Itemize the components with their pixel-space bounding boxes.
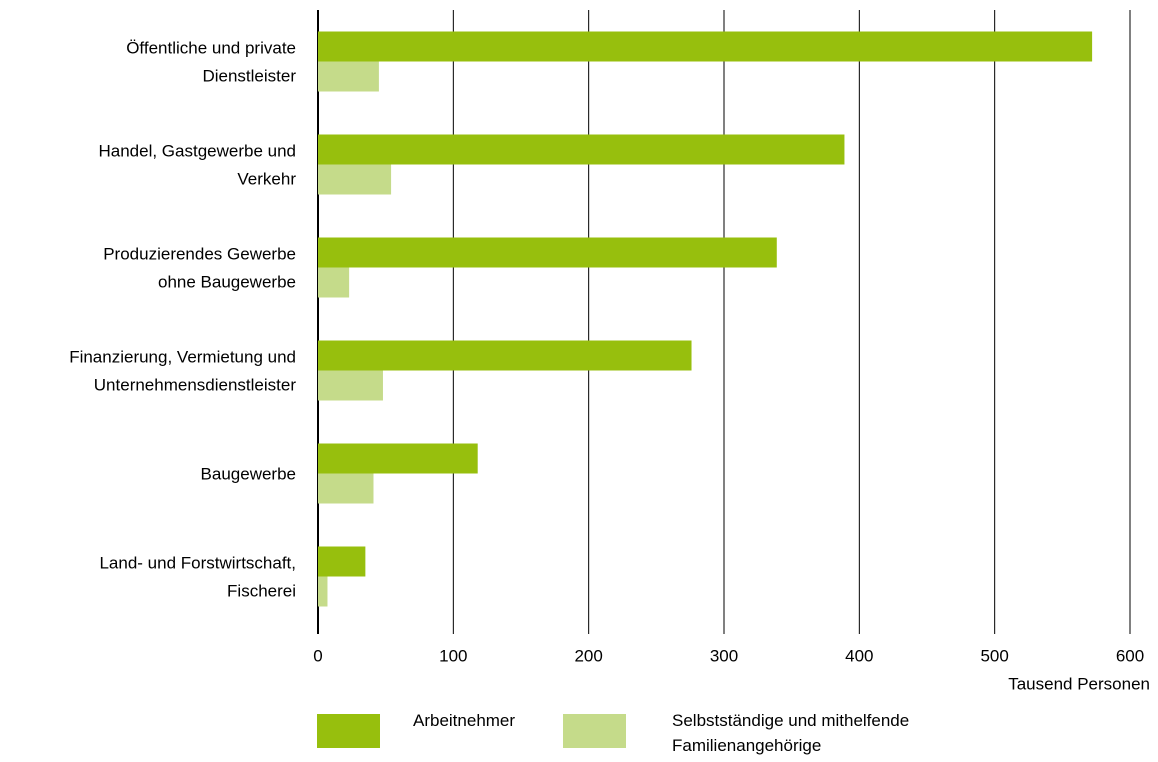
bar [318, 31, 1093, 62]
y-tick-label-line: Handel, Gastgewerbe und [98, 142, 296, 161]
x-tick-label: 500 [980, 646, 1008, 665]
bar [318, 576, 328, 607]
x-tick-label: 200 [574, 646, 602, 665]
legend-label: Arbeitnehmer [413, 711, 516, 730]
bar [318, 340, 692, 371]
y-tick-label: Öffentliche und private Dienstleister [126, 39, 296, 86]
y-tick-label-line: Unternehmensdienstleister [94, 376, 297, 395]
legend-swatch [563, 714, 626, 748]
x-tick-label: 600 [1116, 646, 1144, 665]
bar [318, 134, 845, 165]
y-tick-label: Land- und Forstwirtschaft, Fischerei [99, 554, 296, 601]
x-axis-label: Tausend Personen [1008, 674, 1150, 693]
y-tick-label-line: Dienstleister [202, 67, 296, 86]
x-tick-label: 100 [439, 646, 467, 665]
bar [318, 61, 379, 92]
bar [318, 370, 383, 401]
legend-label: Selbstständige und mithelfende Familiena… [672, 711, 910, 755]
y-tick-label-line: ohne Baugewerbe [158, 273, 296, 292]
y-tick-label: Finanzierung, Vermietung und Unternehmens… [69, 348, 296, 395]
bar [318, 237, 777, 268]
y-tick-label-line: Öffentliche und private [126, 39, 296, 58]
bar [318, 164, 392, 195]
y-tick-label-line: Fischerei [227, 582, 296, 601]
y-tick-label-line: Verkehr [237, 170, 296, 189]
y-tick-label: Produzierendes Gewerbe ohne Baugewerbe [103, 245, 296, 292]
bar [318, 267, 350, 298]
x-tick-label: 300 [710, 646, 738, 665]
bar [318, 473, 374, 504]
bar [318, 546, 366, 577]
y-tick-label-line: Baugewerbe [201, 465, 296, 484]
x-tick-label: 400 [845, 646, 873, 665]
y-tick-label-line: Produzierendes Gewerbe [103, 245, 296, 264]
y-tick-label: Handel, Gastgewerbe und Verkehr [98, 142, 296, 189]
y-tick-label-line: Land- und Forstwirtschaft, [99, 554, 296, 573]
y-tick-label-line: Finanzierung, Vermietung und [69, 348, 296, 367]
x-tick-label: 0 [313, 646, 322, 665]
legend-swatch [317, 714, 380, 748]
bar [318, 443, 478, 474]
y-tick-label: Baugewerbe [201, 465, 296, 484]
